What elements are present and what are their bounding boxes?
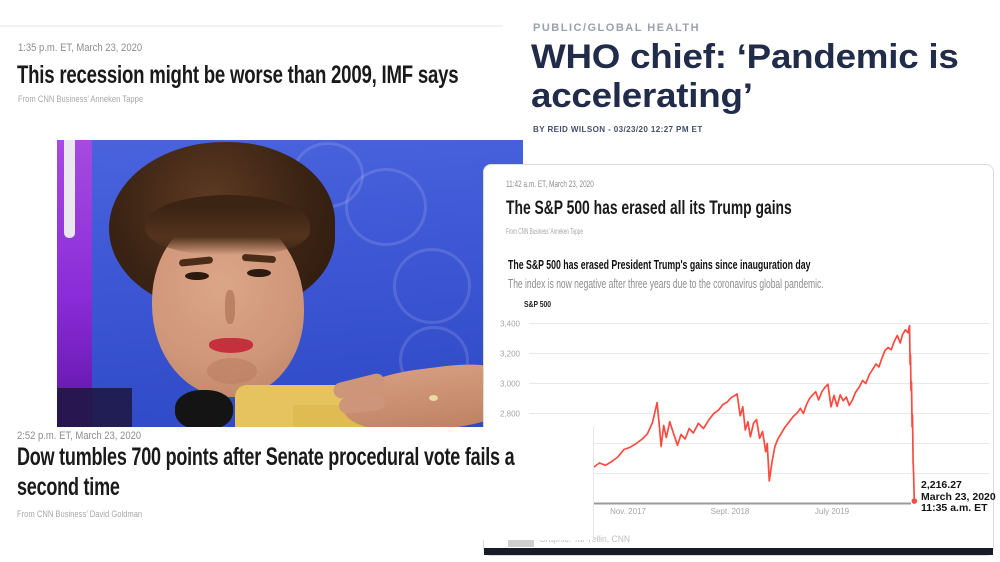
who-byline: BY REID WILSON - 03/23/20 12:27 PM ET [533, 124, 703, 134]
nose [225, 290, 235, 324]
svg-text:July 2019: July 2019 [815, 507, 850, 516]
microphone-icon [175, 390, 233, 427]
chin [207, 358, 257, 384]
recession-timestamp: 1:35 p.m. ET, March 23, 2020 [18, 42, 143, 54]
eye [185, 272, 209, 280]
card-bottom-bar [484, 548, 993, 555]
chart-subtitle: The index is now negative after three ye… [508, 277, 824, 291]
dow-article: 2:52 p.m. ET, March 23, 2020 Dow tumbles… [0, 427, 594, 540]
georgieva-photo [57, 140, 523, 427]
imf-watermark-icon [345, 168, 427, 246]
who-headline-line1[interactable]: WHO chief: ‘Pandemic is [531, 38, 959, 76]
legend-label: S&P 500 [524, 299, 552, 309]
chart-title: The S&P 500 has erased President Trump's… [508, 258, 811, 272]
who-kicker: PUBLIC/GLOBAL HEALTH [533, 22, 701, 34]
sp500-headline[interactable]: The S&P 500 has erased all its Trump gai… [506, 198, 792, 219]
sp500-byline: From CNN Business’ Anneken Tappe [506, 226, 583, 236]
stand-pole [64, 140, 75, 238]
svg-text:3,400: 3,400 [500, 319, 521, 328]
who-headline-line2[interactable]: accelerating’ [531, 77, 753, 115]
dow-headline-line2[interactable]: second time [17, 473, 120, 501]
lips [209, 338, 253, 353]
svg-text:2,800: 2,800 [500, 409, 521, 418]
chart-annotation: 2,216.27 March 23, 2020 11:35 a.m. ET [921, 479, 996, 514]
dow-byline: From CNN Business’ David Goldman [17, 509, 143, 520]
dow-timestamp: 2:52 p.m. ET, March 23, 2020 [17, 430, 142, 442]
imf-watermark-icon [393, 248, 471, 324]
ring [429, 395, 438, 401]
top-divider [0, 25, 503, 27]
eye [247, 269, 271, 277]
stage-shadow [57, 388, 132, 427]
svg-text:Nov. 2017: Nov. 2017 [610, 507, 646, 516]
recession-headline[interactable]: This recession might be worse than 2009,… [17, 61, 459, 89]
svg-text:3,200: 3,200 [500, 349, 521, 358]
svg-text:Sept. 2018: Sept. 2018 [711, 507, 750, 516]
sp500-timestamp: 11:42 a.m. ET, March 23, 2020 [506, 179, 594, 190]
svg-text:3,000: 3,000 [500, 379, 521, 388]
dow-headline-line1[interactable]: Dow tumbles 700 points after Senate proc… [17, 443, 515, 471]
chart-legend: S&P 500 [508, 299, 558, 309]
hair-fringe [145, 195, 310, 255]
who-article: PUBLIC/GLOBAL HEALTH WHO chief: ‘Pandemi… [505, 0, 1000, 164]
recession-byline: From CNN Business’ Anneken Tappe [18, 94, 144, 105]
sp500-chart-svg: 3,400 3,200 3,000 2,800 Nov. 2017 Sept. 2018 J… [500, 319, 989, 516]
